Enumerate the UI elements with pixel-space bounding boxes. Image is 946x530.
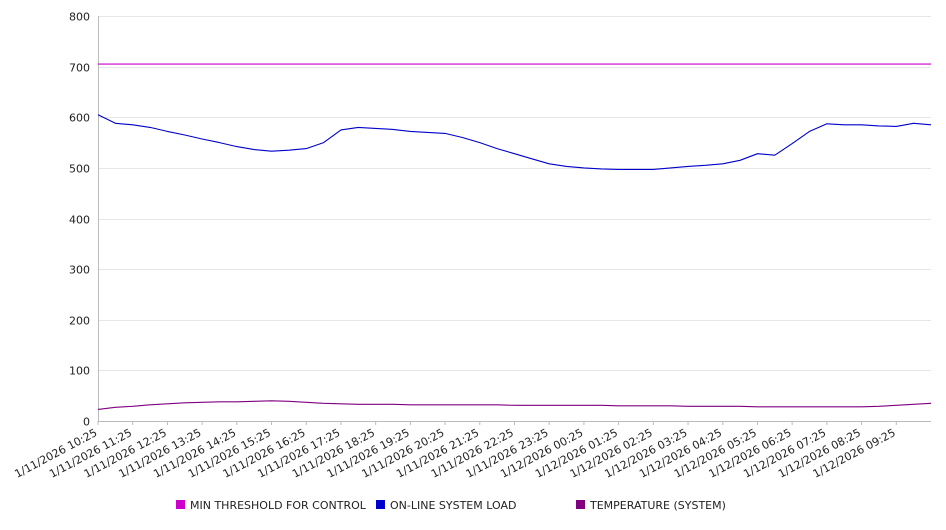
y-tick-label: 600 (69, 112, 90, 125)
y-tick-label: 300 (69, 264, 90, 277)
legend-label-min-threshold-for-control: MIN THRESHOLD FOR CONTROL (190, 499, 367, 512)
legend-label-temperature-system: TEMPERATURE (SYSTEM) (589, 499, 726, 512)
y-tick-label: 800 (69, 11, 90, 24)
y-tick-label: 0 (83, 416, 90, 429)
y-tick-label: 400 (69, 214, 90, 227)
legend-swatch-min-threshold-for-control (176, 500, 185, 509)
y-tick-label: 700 (69, 62, 90, 75)
y-tick-label: 100 (69, 365, 90, 378)
y-tick-labels: 0 100 200 300 400 500 600 700 800 (69, 11, 90, 429)
legend-label-on-line-system-load: ON-LINE SYSTEM LOAD (390, 499, 516, 512)
series-line-on-line-system-load (97, 114, 932, 170)
legend-swatch-temperature-system (576, 500, 585, 509)
series-lines (97, 63, 932, 410)
axes (97, 16, 931, 425)
y-tick-label: 500 (69, 163, 90, 176)
gridlines (98, 16, 931, 371)
legend-swatch-on-line-system-load (376, 500, 385, 509)
legend: MIN THRESHOLD FOR CONTROL ON-LINE SYSTEM … (176, 499, 726, 512)
x-tick-labels: 1/11/2026 10:251/11/2026 11:251/11/2026 … (12, 426, 897, 480)
series-line-temperature-system (97, 400, 932, 410)
y-tick-label: 200 (69, 315, 90, 328)
